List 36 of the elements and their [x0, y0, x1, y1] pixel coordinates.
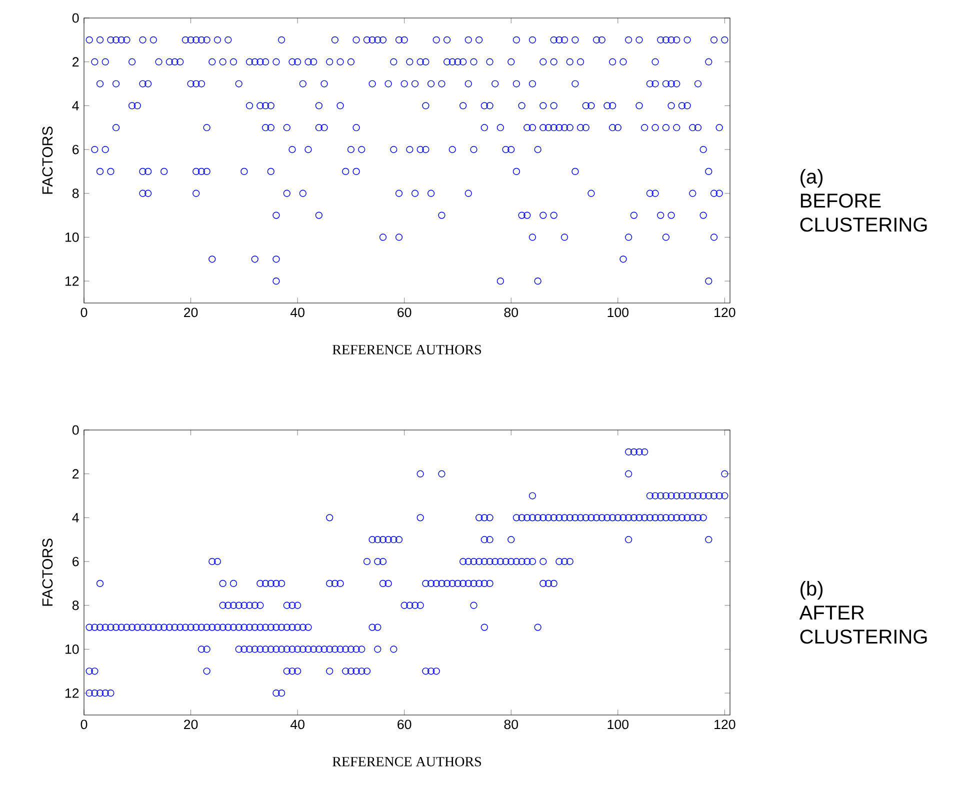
y-tick-label: 2: [72, 469, 79, 478]
y-tick-label: 0: [72, 13, 79, 23]
x-tick-label: 20: [184, 720, 198, 730]
y-tick-label: 10: [65, 232, 79, 242]
y-tick-label: 4: [72, 513, 79, 522]
text: (b): [800, 581, 823, 600]
x-tick-label: 120: [714, 720, 736, 730]
text: (a): [800, 169, 823, 188]
text: BEFORE CLUSTERING: [800, 194, 927, 232]
x-tick-label: 100: [608, 720, 628, 730]
x-tick-label: 60: [398, 720, 412, 730]
x-axis-title: REFERENCE AUTHORS: [332, 344, 481, 354]
x-tick-label: 80: [504, 720, 518, 730]
x-tick-label: 40: [290, 720, 304, 730]
x-axis-title: REFERENCE AUTHORS: [332, 756, 481, 766]
x-tick-label: 40: [290, 308, 304, 318]
y-tick-label: 6: [72, 556, 79, 566]
y-axis-title: FACTORS: [42, 538, 53, 606]
y-tick-label: 12: [65, 276, 79, 286]
y-tick-label: 2: [72, 57, 79, 66]
text: AFTER CLUSTERING: [799, 606, 927, 644]
x-tick-label: 60: [398, 308, 412, 318]
x-tick-label: 0: [80, 308, 88, 318]
x-tick-label: 0: [80, 720, 88, 730]
y-tick-label: 0: [72, 425, 79, 435]
y-tick-label: 4: [72, 101, 79, 110]
y-tick-label: 6: [72, 144, 79, 154]
y-tick-label: 10: [65, 644, 79, 654]
y-tick-label: 12: [65, 688, 79, 698]
y-tick-label: 8: [72, 188, 79, 198]
y-axis-title: FACTORS: [42, 126, 53, 194]
y-tick-label: 8: [72, 600, 79, 610]
x-tick-label: 100: [608, 308, 628, 318]
x-tick-label: 20: [184, 308, 198, 318]
x-tick-label: 80: [504, 308, 518, 318]
x-tick-label: 120: [714, 308, 736, 318]
